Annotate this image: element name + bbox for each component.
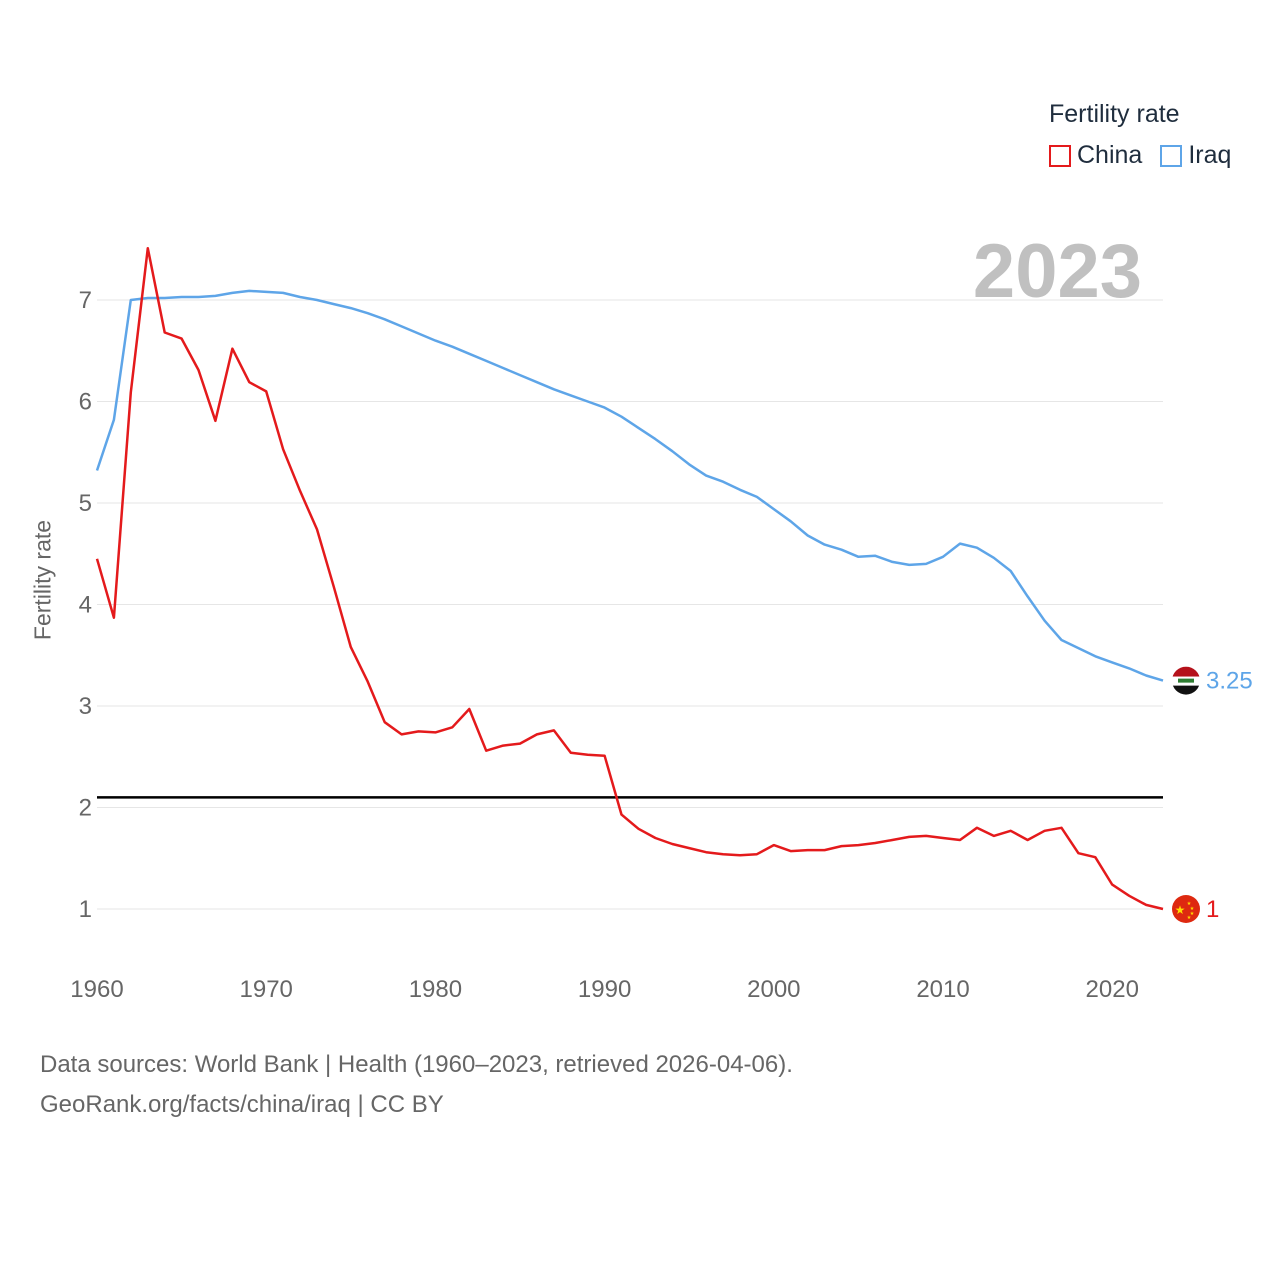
legend-item-iraq[interactable]: Iraq bbox=[1160, 141, 1231, 170]
legend-title: Fertility rate bbox=[1049, 100, 1180, 128]
footer: Data sources: World Bank | Health (1960–… bbox=[40, 1045, 793, 1125]
year-overlay: 2023 bbox=[972, 229, 1142, 314]
x-tick-label: 1960 bbox=[70, 976, 123, 1003]
china-flag-icon: ★ ★ ★ ★ ★ bbox=[1172, 895, 1200, 923]
x-tick-label: 1970 bbox=[240, 976, 293, 1003]
x-tick-label: 2000 bbox=[747, 976, 800, 1003]
svg-text:★: ★ bbox=[1187, 901, 1192, 907]
footer-link[interactable]: GeoRank.org/facts/china/iraq | CC BY bbox=[40, 1091, 444, 1118]
china-swatch-icon bbox=[1049, 144, 1071, 167]
y-tick-label: 6 bbox=[79, 389, 92, 416]
svg-text:★: ★ bbox=[1187, 915, 1192, 921]
iraq-swatch-icon bbox=[1160, 144, 1183, 167]
y-tick-label: 3 bbox=[79, 693, 92, 720]
legend: China Iraq bbox=[1049, 141, 1249, 170]
footer-sources: Data sources: World Bank | Health (1960–… bbox=[40, 1051, 793, 1078]
y-axis-title: Fertility rate bbox=[29, 519, 56, 641]
y-tick-label: 2 bbox=[79, 795, 92, 822]
series-line-china bbox=[95, 246, 1164, 911]
x-tick-label: 2020 bbox=[1086, 976, 1139, 1003]
x-tick-label: 2010 bbox=[916, 976, 969, 1003]
y-tick-label: 5 bbox=[79, 490, 92, 517]
x-tick-label: 1990 bbox=[578, 976, 631, 1003]
svg-text:★: ★ bbox=[1190, 906, 1195, 912]
svg-text:★: ★ bbox=[1190, 911, 1195, 917]
end-markers: ★ ★ ★ ★ ★ bbox=[1172, 666, 1200, 923]
legend-label-iraq: Iraq bbox=[1188, 141, 1232, 169]
series-line-iraq bbox=[95, 289, 1164, 682]
china-end-label: 1 bbox=[1206, 896, 1219, 923]
y-axis-ticks: 1 2 3 4 5 6 7 bbox=[79, 287, 92, 923]
legend-item-china[interactable]: China bbox=[1049, 141, 1142, 170]
x-tick-label: 1980 bbox=[409, 976, 462, 1003]
gridlines bbox=[97, 299, 1163, 910]
x-axis-ticks: 1960 1970 1980 1990 2000 2010 2020 bbox=[70, 976, 1139, 1003]
iraq-flag-icon bbox=[1172, 666, 1200, 695]
y-tick-label: 4 bbox=[79, 592, 92, 619]
y-tick-label: 1 bbox=[79, 896, 92, 923]
y-tick-label: 7 bbox=[79, 287, 92, 314]
legend-label-china: China bbox=[1077, 141, 1143, 169]
svg-text:★: ★ bbox=[1175, 903, 1186, 917]
series-lines bbox=[95, 246, 1164, 911]
iraq-end-label: 3.25 bbox=[1206, 668, 1253, 695]
